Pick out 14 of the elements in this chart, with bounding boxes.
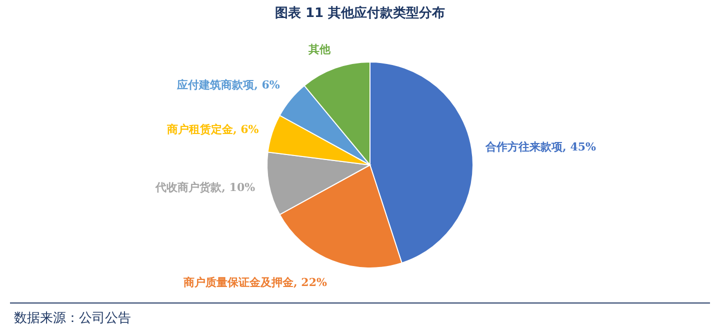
source-note: 数据来源：公司公告: [14, 311, 131, 326]
slice-label: 商户租赁定金, 6%: [166, 122, 260, 136]
pie-slice: [279, 85, 370, 166]
slice-label: 应付建筑商款项, 6%: [176, 78, 280, 92]
slice-label: 商户质量保证金及押金, 22%: [182, 276, 328, 289]
pie-slice: [279, 164, 402, 268]
pie-slice: [267, 114, 370, 166]
pie-slice: [266, 152, 370, 216]
slice-label: 合作方往来款项, 45%: [484, 140, 597, 154]
slice-label: 其他: [307, 42, 332, 56]
slice-label: 代收商户货款, 10%: [154, 180, 256, 194]
chart-title: 图表 11 其他应付款类型分布: [274, 5, 446, 21]
pie-slice: [304, 62, 370, 166]
pie-slice: [370, 62, 474, 264]
